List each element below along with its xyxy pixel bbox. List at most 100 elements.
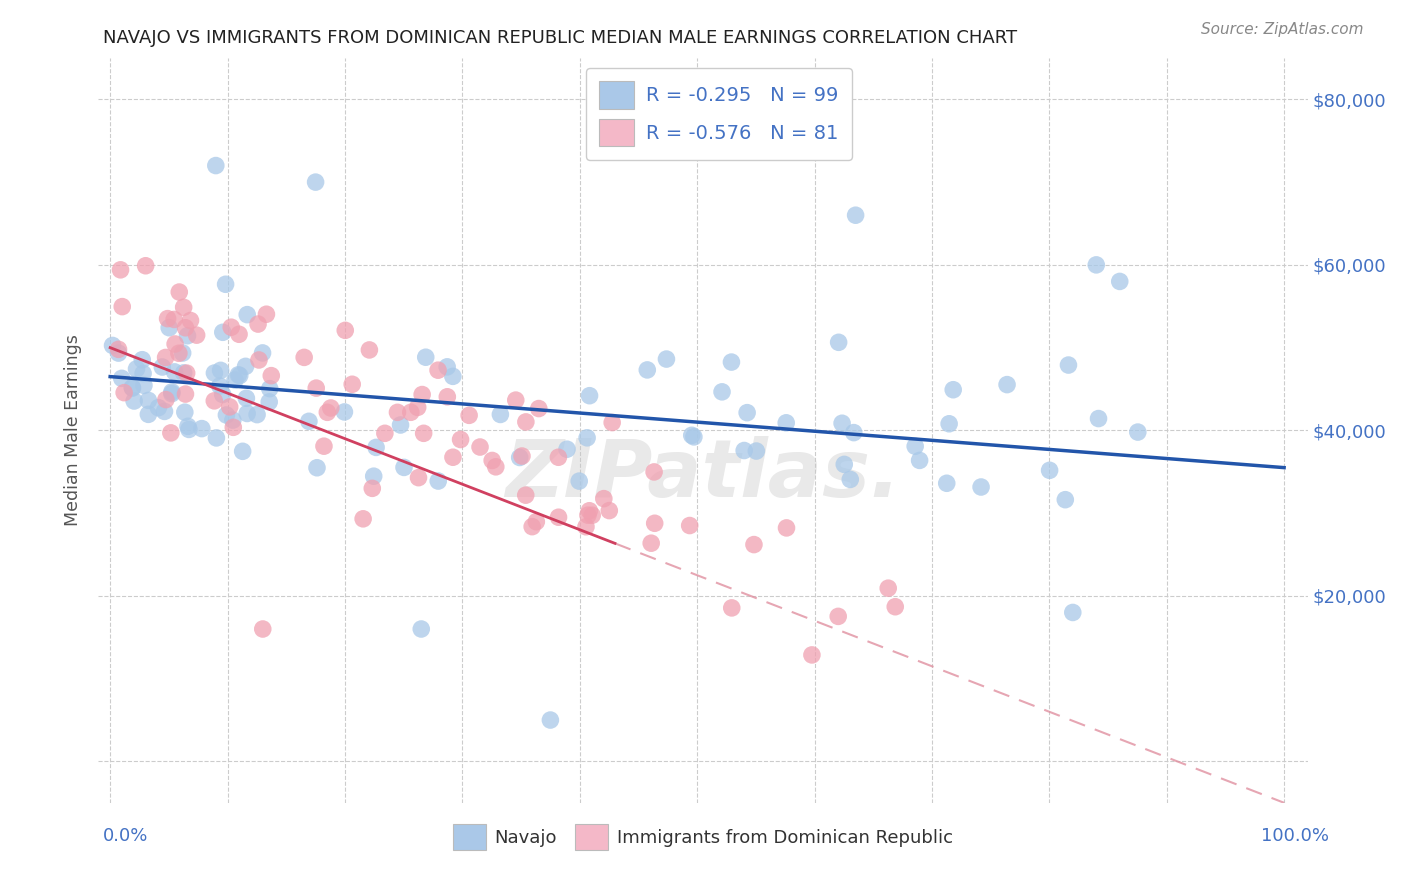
- Point: [827, 335, 849, 350]
- Point: [1039, 463, 1062, 477]
- Point: [229, 368, 252, 383]
- Text: 0.0%: 0.0%: [103, 827, 148, 845]
- Point: [169, 285, 191, 299]
- Point: [191, 421, 214, 435]
- Point: [412, 426, 434, 441]
- Point: [450, 433, 472, 447]
- Point: [842, 425, 865, 440]
- Point: [132, 367, 155, 381]
- Point: [167, 346, 190, 360]
- Point: [292, 351, 315, 365]
- Point: [515, 415, 537, 429]
- Point: [305, 460, 328, 475]
- Point: [800, 648, 823, 662]
- Point: [111, 300, 134, 314]
- Point: [319, 401, 342, 415]
- Point: [489, 408, 512, 422]
- Point: [218, 400, 240, 414]
- Point: [1054, 492, 1077, 507]
- Point: [359, 343, 381, 357]
- Point: [374, 426, 396, 441]
- Point: [485, 459, 508, 474]
- Point: [211, 326, 233, 340]
- Point: [235, 391, 257, 405]
- Point: [252, 346, 274, 360]
- Point: [247, 353, 270, 368]
- Point: [254, 307, 277, 321]
- Point: [165, 337, 187, 351]
- Point: [160, 384, 183, 399]
- Point: [711, 384, 734, 399]
- Point: [101, 338, 124, 352]
- Text: 100.0%: 100.0%: [1261, 827, 1329, 845]
- Point: [524, 515, 547, 529]
- Point: [415, 350, 437, 364]
- Point: [935, 476, 957, 491]
- Point: [845, 208, 868, 222]
- Point: [884, 599, 907, 614]
- Point: [481, 453, 503, 467]
- Point: [547, 510, 569, 524]
- Point: [335, 323, 357, 337]
- Point: [246, 408, 269, 422]
- Point: [132, 378, 155, 392]
- Point: [406, 401, 429, 415]
- Point: [831, 416, 853, 430]
- Point: [568, 474, 591, 488]
- Point: [1108, 274, 1130, 288]
- Point: [387, 405, 409, 419]
- Point: [995, 377, 1018, 392]
- Point: [640, 536, 662, 550]
- Point: [138, 393, 160, 408]
- Point: [742, 538, 765, 552]
- Point: [121, 381, 143, 395]
- Point: [1126, 425, 1149, 439]
- Point: [155, 392, 177, 407]
- Point: [1085, 258, 1108, 272]
- Text: ZIPatlas.: ZIPatlas.: [505, 436, 901, 514]
- Point: [232, 444, 254, 458]
- Point: [392, 460, 415, 475]
- Point: [576, 508, 599, 523]
- Point: [247, 317, 270, 331]
- Point: [427, 474, 450, 488]
- Point: [204, 159, 226, 173]
- Point: [228, 368, 250, 382]
- Point: [219, 320, 242, 334]
- Point: [211, 387, 233, 401]
- Point: [720, 600, 742, 615]
- Point: [643, 465, 665, 479]
- Point: [177, 422, 200, 436]
- Point: [389, 417, 412, 432]
- Point: [441, 450, 464, 465]
- Point: [576, 431, 599, 445]
- Point: [138, 408, 160, 422]
- Point: [592, 491, 614, 506]
- Point: [228, 327, 250, 342]
- Point: [260, 368, 283, 383]
- Point: [363, 469, 385, 483]
- Point: [600, 416, 623, 430]
- Point: [352, 512, 374, 526]
- Point: [555, 442, 578, 457]
- Point: [298, 414, 321, 428]
- Point: [316, 405, 339, 419]
- Point: [942, 383, 965, 397]
- Point: [578, 389, 600, 403]
- Point: [908, 453, 931, 467]
- Point: [150, 359, 173, 374]
- Point: [468, 440, 491, 454]
- Point: [174, 320, 197, 334]
- Point: [505, 393, 527, 408]
- Point: [877, 581, 900, 595]
- Point: [1062, 606, 1084, 620]
- Point: [520, 519, 543, 533]
- Point: [173, 366, 195, 380]
- Point: [176, 366, 198, 380]
- Point: [122, 394, 145, 409]
- Point: [581, 508, 603, 523]
- Point: [720, 355, 742, 369]
- Text: Source: ZipAtlas.com: Source: ZipAtlas.com: [1201, 22, 1364, 37]
- Point: [160, 425, 183, 440]
- Point: [202, 393, 225, 408]
